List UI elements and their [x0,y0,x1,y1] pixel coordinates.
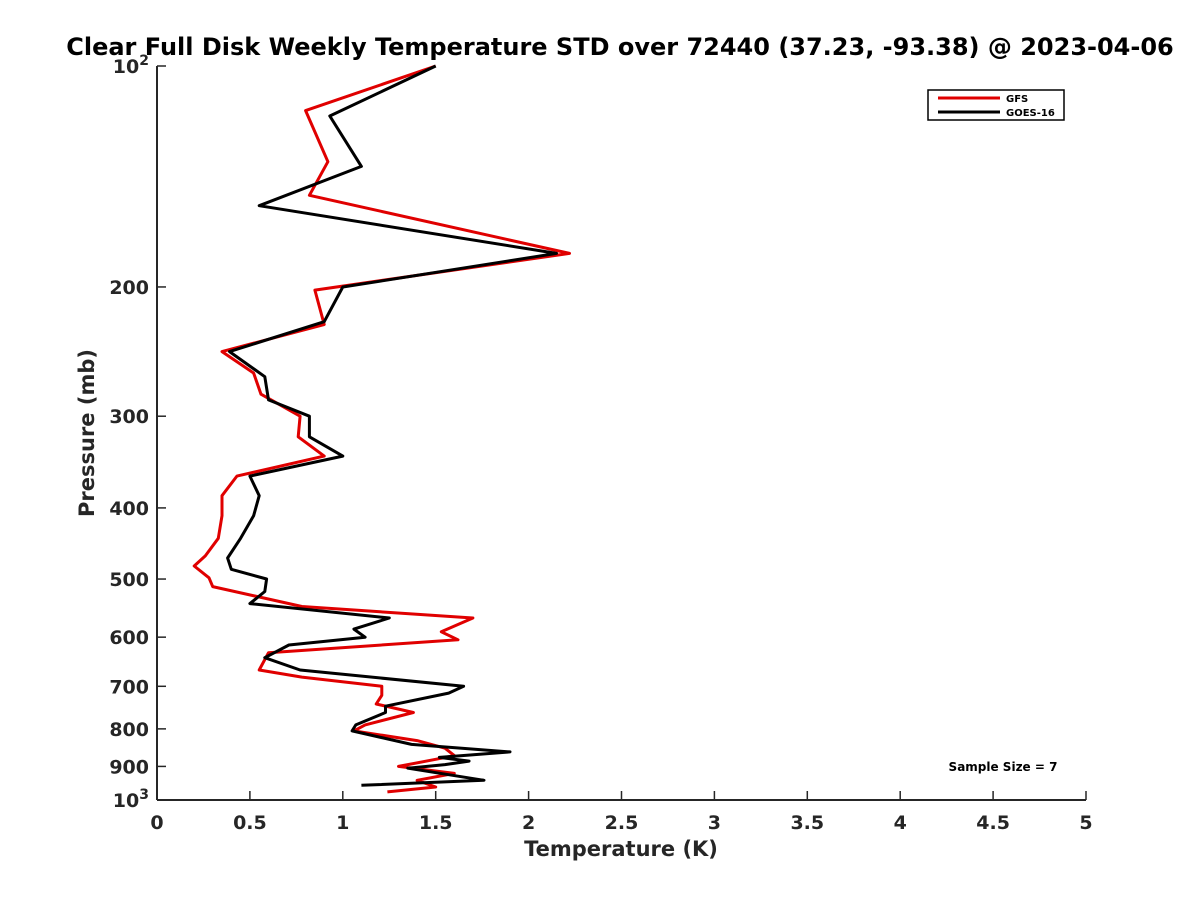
axes [156,66,1086,801]
y-tick-label: 600 [109,627,149,649]
legend-label: GFS [1006,94,1028,105]
x-tick-label: 3.5 [790,812,824,834]
x-ticks: 0 0.5 1 1.5 2 2.5 3 3.5 4 4.5 5 [150,791,1093,834]
y-tick-label: 103 [113,787,149,812]
y-tick-label-base: 10 [113,56,139,78]
y-tick-label-exponent: 2 [139,53,149,69]
y-tick-label: 800 [109,719,149,741]
y-tick-label: 200 [109,277,149,299]
x-tick-label: 3 [708,812,721,834]
y-tick-label: 900 [109,756,149,778]
y-tick-label-base: 600 [109,627,149,649]
x-tick-label: 2.5 [605,812,639,834]
x-tick-label: 5 [1079,812,1092,834]
y-axis-label: Pressure (mb) [75,349,99,517]
series-lines [192,64,571,794]
y-tick-label-base: 800 [109,719,149,741]
y-tick-label: 500 [109,569,149,591]
y-tick-label-base: 900 [109,756,149,778]
y-tick-label-base: 10 [113,790,139,812]
y-tick-label-base: 400 [109,498,149,520]
x-tick-label: 0.5 [233,812,267,834]
series-line-gfs [192,64,571,794]
legend-label: GOES-16 [1006,108,1055,119]
x-tick-label: 2 [522,812,535,834]
y-tick-label-base: 500 [109,569,149,591]
x-tick-label: 0 [150,812,163,834]
chart-title: Clear Full Disk Weekly Temperature STD o… [66,33,1174,61]
y-tick-label-exponent: 3 [139,787,149,803]
x-tick-label: 4 [894,812,907,834]
sample-size-annotation: Sample Size = 7 [949,760,1058,774]
legend: GFS GOES-16 [927,89,1065,121]
y-tick-label-base: 700 [109,676,149,698]
x-tick-label: 1.5 [419,812,453,834]
y-tick-label: 700 [109,676,149,698]
legend-box [927,89,1065,121]
series-line-goes-16 [226,64,558,787]
x-axis-label: Temperature (K) [524,837,718,861]
y-tick-label: 400 [109,498,149,520]
x-tick-label: 4.5 [976,812,1010,834]
x-tick-label: 1 [336,812,349,834]
y-tick-label-base: 300 [109,406,149,428]
y-tick-label: 102 [113,53,149,78]
y-tick-label: 300 [109,406,149,428]
y-tick-label-base: 200 [109,277,149,299]
